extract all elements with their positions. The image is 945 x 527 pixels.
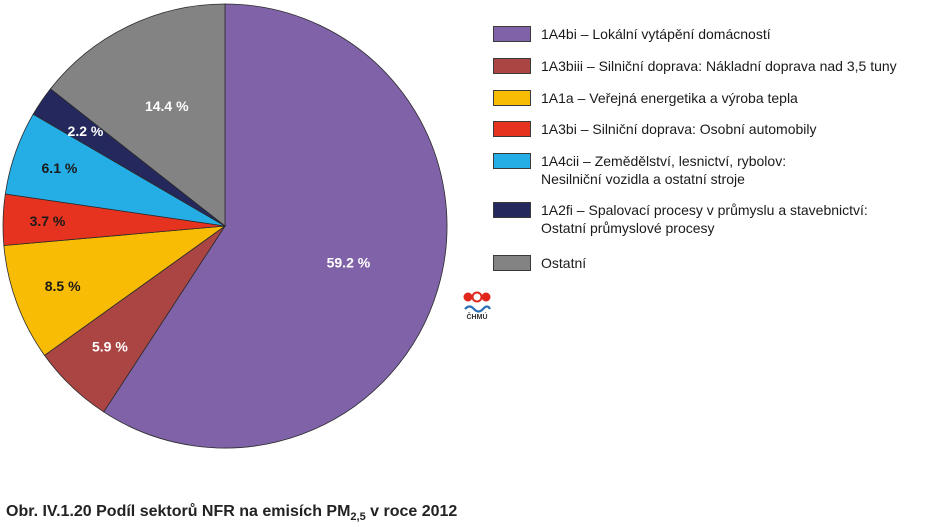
pie-slice-1a1a (3, 225, 227, 356)
caption-subscript: 2,5 (350, 511, 366, 524)
legend-item-1a1a: 1A1a – Veřejná energetika a výroba tepla (493, 89, 798, 107)
pie-slice-ostatní (49, 3, 226, 227)
legend-item-1a4bi: 1A4bi – Lokální vytápění domácností (493, 25, 771, 43)
legend-swatch (493, 255, 531, 271)
legend-item-1a2fi: 1A2fi – Spalovací procesy v průmyslu a s… (493, 201, 868, 237)
legend-item-1a4cii: 1A4cii – Zemědělství, lesnictví, rybolov… (493, 152, 786, 188)
legend-label: 1A4cii – Zemědělství, lesnictví, rybolov… (541, 153, 787, 187)
legend-swatch (493, 90, 531, 106)
pie-label-1a4cii: 6.1 % (42, 160, 78, 176)
legend-swatch (493, 121, 531, 137)
figure-caption: Obr. IV.1.20 Podíl sektorů NFR na emisíc… (6, 503, 457, 523)
chmu-logo: ČHMÚ (462, 291, 492, 325)
legend-swatch (493, 26, 531, 42)
legend-item-ostatni: Ostatní (493, 254, 586, 272)
chmu-logo-text: ČHMÚ (466, 314, 488, 321)
caption-suffix: v roce 2012 (365, 503, 458, 520)
legend-label: 1A2fi – Spalovací procesy v průmyslu a s… (541, 202, 868, 236)
caption-prefix: Obr. IV.1.20 Podíl sektorů NFR na emisíc… (6, 503, 351, 520)
legend-label: 1A1a – Veřejná energetika a výroba tepla (541, 90, 798, 106)
chmu-logo-icon (463, 291, 491, 313)
pie-label-1a4bi: 59.2 % (327, 255, 371, 271)
pie-label-1a1a: 8.5 % (45, 278, 81, 294)
legend-swatch (493, 58, 531, 74)
legend-item-1a3bi: 1A3bi – Silniční doprava: Osobní automob… (493, 120, 817, 138)
legend-item-1a3biii: 1A3biii – Silniční doprava: Nákladní dop… (493, 57, 897, 75)
legend-label: 1A4bi – Lokální vytápění domácností (541, 26, 771, 42)
legend-swatch (493, 153, 531, 169)
pie-chart: 59.2 % 5.9 % 8.5 % 3.7 % 6.1 % 2.2 % 14.4 % (2, 3, 448, 449)
legend-label: Ostatní (541, 255, 587, 271)
legend-label: 1A3bi – Silniční doprava: Osobní automob… (541, 121, 817, 137)
pie-slice-1a4bi (103, 3, 448, 449)
legend-label: 1A3biii – Silniční doprava: Nákladní dop… (541, 58, 897, 74)
pie-label-ostatní: 14.4 % (145, 98, 189, 114)
pie-label-1a2fi: 2.2 % (68, 123, 104, 139)
pie-label-1a3biii: 5.9 % (92, 338, 128, 354)
pie-label-1a3bi: 3.7 % (30, 213, 66, 229)
legend-swatch (493, 202, 531, 218)
